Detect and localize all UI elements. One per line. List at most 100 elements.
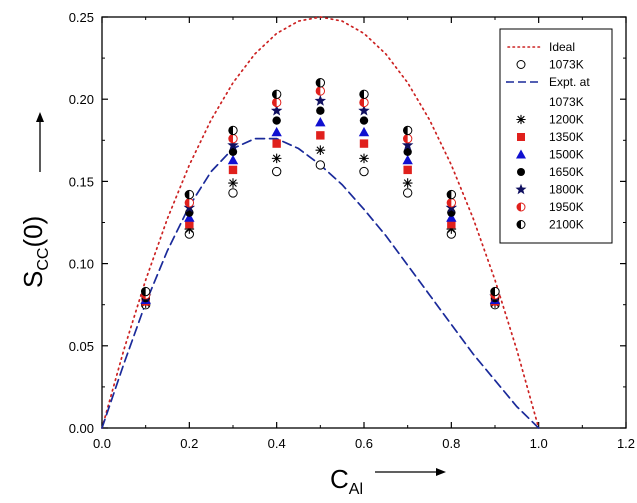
data-point (271, 166, 282, 177)
marker-shape (446, 212, 457, 222)
marker-shape (271, 153, 282, 164)
data-point (227, 139, 239, 151)
marker-shape (316, 131, 325, 140)
data-point (315, 145, 326, 155)
x-axis-arrow-head (436, 468, 446, 476)
marker-half (517, 220, 521, 229)
data-point (271, 126, 282, 137)
data-point (446, 198, 457, 208)
x-tick-label: 0.8 (442, 436, 460, 451)
marker-shape (271, 166, 282, 177)
data-point (271, 97, 282, 108)
marker-shape (447, 219, 456, 229)
marker-half (272, 98, 277, 107)
marker-shape (517, 133, 525, 141)
legend-swatch (516, 60, 526, 69)
marker-shape (359, 153, 369, 164)
data-point (271, 89, 282, 99)
marker-shape (358, 126, 370, 137)
x-tick-label: 0.2 (180, 436, 198, 451)
legend-label: 1073K (549, 58, 584, 72)
x-tick-label: 0.0 (93, 436, 111, 451)
marker-half (272, 90, 277, 99)
data-point (403, 147, 412, 157)
data-point (359, 89, 369, 99)
marker-shape (403, 165, 412, 175)
marker-shape (516, 149, 526, 159)
marker-shape (314, 94, 327, 106)
data-point (359, 97, 369, 108)
x-tick-label: 1.0 (530, 436, 548, 451)
y-tick-label: 0.20 (69, 92, 94, 107)
marker-half (228, 126, 233, 135)
legend-item-1950k: 1950K (516, 200, 584, 214)
y-axis-ticks: 0.00 0.05 0.10 0.15 0.20 0.25 (69, 10, 626, 436)
marker-shape (402, 154, 413, 165)
marker-shape (228, 188, 238, 198)
legend-label-line2: 1073K (549, 95, 584, 109)
y-axis-title-main: S (18, 271, 48, 288)
marker-half (359, 90, 364, 99)
data-point (402, 178, 413, 188)
data-point (359, 153, 369, 164)
legend-item-1200k: 1200K (516, 113, 584, 127)
marker-half (447, 198, 452, 207)
marker-half (141, 287, 146, 296)
marker-shape (227, 139, 239, 151)
marker-shape (315, 160, 326, 170)
x-axis-title-sub: Al (349, 481, 363, 498)
data-point (316, 131, 325, 140)
marker-shape (315, 117, 326, 127)
data-point (272, 116, 281, 125)
marker-shape (272, 116, 281, 125)
x-axis-title: CAl (330, 464, 446, 498)
y-axis-title-suffix: (0) (18, 216, 48, 248)
legend-label: 1950K (549, 200, 584, 214)
data-point (140, 286, 151, 297)
marker-shape (315, 145, 326, 155)
legend-item-1500k: 1500K (516, 148, 584, 162)
marker-shape (228, 178, 238, 188)
y-tick-label: 0.25 (69, 10, 94, 25)
series-1200k (140, 145, 500, 308)
marker-shape (270, 104, 283, 116)
data-point (402, 154, 413, 165)
marker-half (228, 134, 233, 143)
marker-shape (184, 212, 195, 222)
y-tick-label: 0.15 (69, 174, 94, 189)
data-point (184, 212, 195, 222)
y-axis-arrow-head (36, 112, 44, 122)
data-point (228, 178, 238, 188)
marker-shape (358, 104, 370, 116)
marker-shape (359, 116, 369, 125)
data-point (402, 125, 413, 136)
legend-swatch (516, 149, 526, 159)
ideal-curve (101, 16, 540, 429)
data-point (402, 188, 413, 198)
legend-swatch (516, 220, 526, 229)
legend-label: Ideal (549, 40, 575, 54)
marker-half (316, 86, 321, 96)
marker-half (517, 203, 521, 211)
data-point (228, 147, 238, 157)
data-point (185, 219, 194, 229)
data-point (314, 94, 327, 106)
y-axis-title-sub: CC (35, 248, 52, 271)
legend-label: 2100K (549, 218, 584, 232)
data-point (270, 104, 283, 116)
marker-shape (402, 178, 413, 188)
data-point (184, 189, 195, 200)
marker-shape (515, 183, 527, 195)
marker-shape (401, 139, 414, 151)
x-tick-label: 0.4 (268, 436, 286, 451)
marker-shape (402, 188, 413, 198)
series-1350k (141, 131, 500, 306)
legend-label: 1500K (549, 148, 584, 162)
data-point (358, 126, 370, 137)
legend-item-1650k: 1650K (517, 165, 584, 179)
marker-shape (228, 165, 238, 175)
marker-shape (359, 166, 369, 177)
data-point (228, 125, 238, 136)
legend-label: 1350K (549, 130, 584, 144)
